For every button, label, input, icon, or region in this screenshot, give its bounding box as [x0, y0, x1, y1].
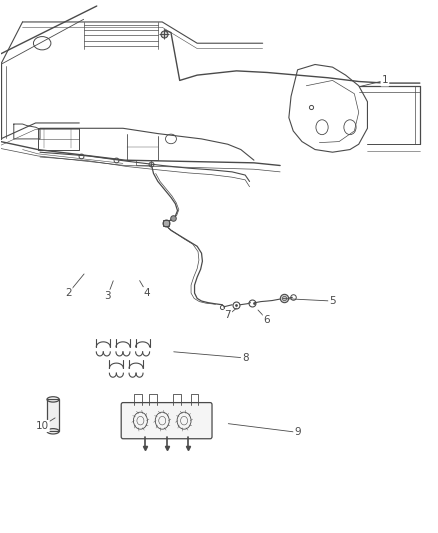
- Text: 10: 10: [35, 421, 49, 431]
- Text: 1: 1: [381, 76, 388, 85]
- Text: 9: 9: [294, 427, 301, 438]
- Text: 2: 2: [65, 288, 72, 298]
- Text: 6: 6: [264, 314, 270, 325]
- Text: 8: 8: [242, 353, 248, 363]
- Text: 4: 4: [144, 288, 150, 298]
- Text: 7: 7: [224, 310, 231, 320]
- Text: 5: 5: [329, 296, 336, 306]
- Text: 3: 3: [104, 290, 111, 301]
- Bar: [47, 399, 59, 431]
- FancyBboxPatch shape: [121, 402, 212, 439]
